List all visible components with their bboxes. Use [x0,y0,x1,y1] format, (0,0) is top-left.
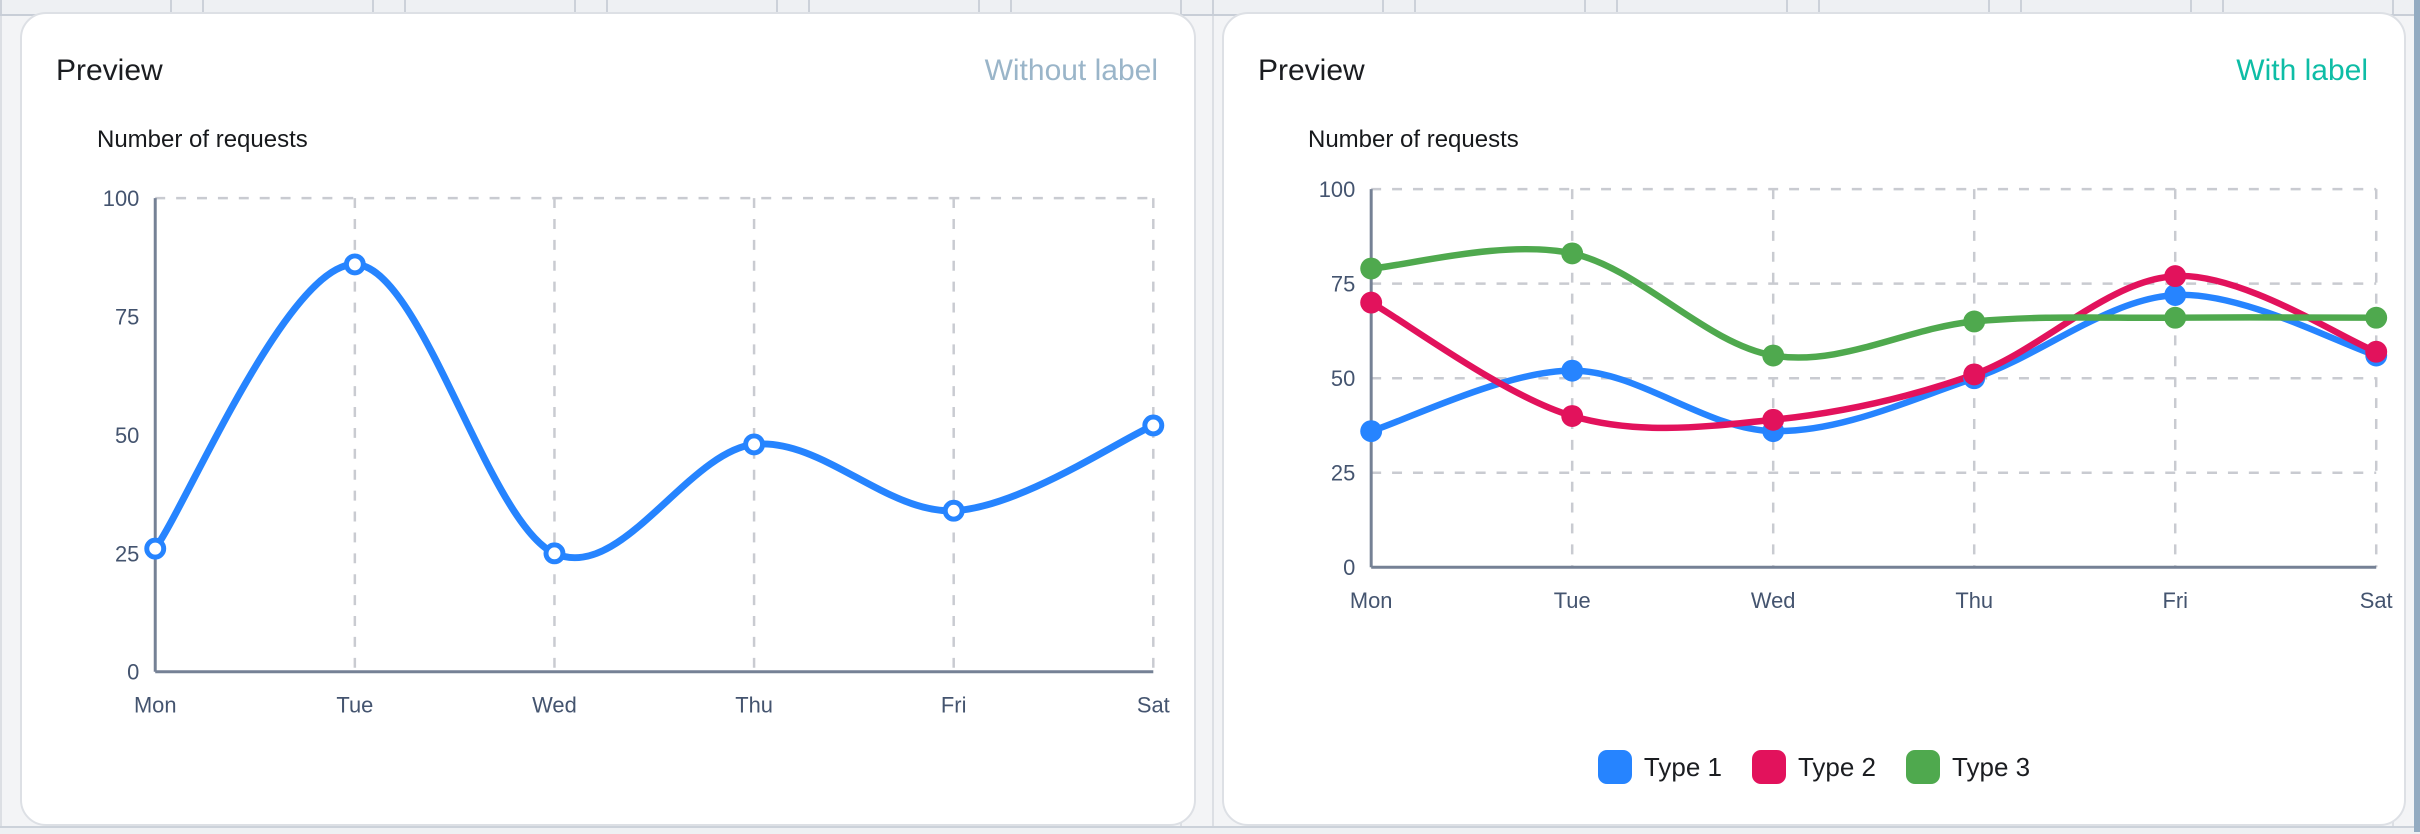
legend-swatch [1751,750,1786,784]
legend-swatch [1597,750,1632,784]
preview-card-without-label: Preview Without label Number of requests… [20,12,1196,826]
card-title: Preview [56,54,163,87]
chart-axis-title: Number of requests [97,126,308,153]
preview-card-with-label: Preview With label Number of requests 0 2… [1222,12,2406,826]
y-tick-label: 75 [115,304,139,329]
legend-item-type-1: Type 1 [1597,750,1722,784]
chart-axis-title: Number of requests [1308,126,1519,153]
y-tick-label: 25 [1331,461,1355,486]
x-tick-label: Fri [941,693,967,718]
x-tick-label: Thu [735,693,773,718]
y-tick-label: 100 [1319,177,1356,202]
background-table-footer-strip [0,826,2420,834]
y-tick-label: 50 [1331,366,1355,391]
x-tick-label: Sat [2360,588,2393,613]
line-chart-without-label: 0 25 50 75 100 Mon Tue Wed Thu Fri Sat [103,186,1170,718]
x-tick-label: Thu [1955,588,1993,613]
variant-label-with: With label [2236,54,2368,87]
y-tick-label: 50 [115,423,139,448]
legend-item-type-2: Type 2 [1751,750,1877,784]
x-tick-label: Tue [336,693,373,718]
legend-label: Type 2 [1797,751,1877,782]
variant-label-without: Without label [984,54,1158,87]
line-chart-with-label: 0 25 50 75 100 Mon Tue Wed Thu Fri Sat [1319,177,2393,613]
x-tick-label: Fri [2162,588,2188,613]
y-tick-label: 0 [1343,555,1355,580]
x-tick-label: Wed [532,693,577,718]
y-tick-label: 0 [127,660,139,685]
right-panel-edge-bar [2414,0,2420,832]
card-title: Preview [1258,54,1365,87]
chart-legend: Type 1 Type 2 Type 3 [1224,750,2404,784]
legend-item-type-3: Type 3 [1906,750,2030,784]
x-tick-label: Tue [1554,588,1591,613]
y-tick-label: 75 [1331,272,1355,297]
x-tick-label: Sat [1137,693,1170,718]
legend-swatch [1906,750,1941,784]
x-tick-label: Mon [1350,588,1393,613]
legend-label: Type 3 [1952,751,2031,782]
legend-label: Type 1 [1643,751,1722,782]
y-tick-label: 25 [115,541,139,566]
x-tick-label: Wed [1751,588,1796,613]
y-tick-label: 100 [103,186,140,211]
x-tick-label: Mon [134,693,177,718]
